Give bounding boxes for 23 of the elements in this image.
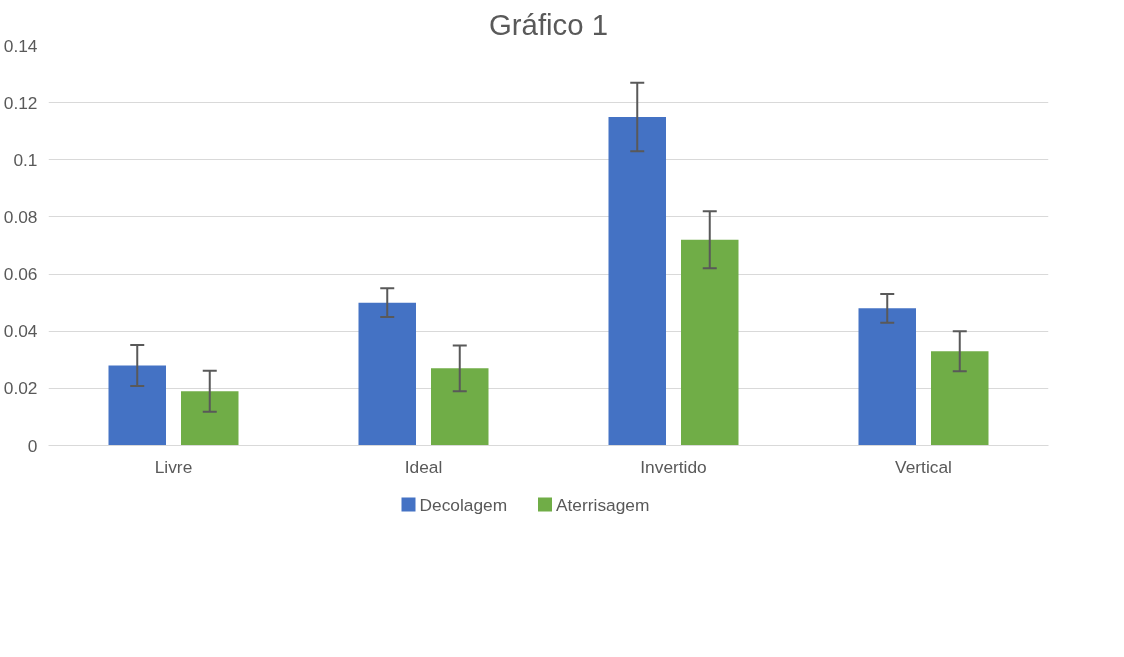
chart-title: Gráfico 1 <box>489 7 609 41</box>
bar <box>108 365 166 446</box>
x-tick-label: Invertido <box>640 456 707 477</box>
y-tick-label: 0.08 <box>3 206 38 227</box>
y-tick-label: 0.12 <box>3 92 38 113</box>
y-tick-label: 0.14 <box>3 35 38 56</box>
bar <box>681 239 739 446</box>
bar <box>608 116 666 446</box>
x-tick-label: Ideal <box>404 456 443 477</box>
y-tick-label: 0.02 <box>3 378 38 399</box>
x-tick-label: Vertical <box>895 456 952 477</box>
legend-label: Aterrisagem <box>556 494 650 515</box>
bar <box>931 351 989 446</box>
y-tick-label: 0.04 <box>3 321 38 342</box>
x-tick-label: Livre <box>154 456 193 477</box>
y-tick-label: 0 <box>27 435 38 456</box>
bar <box>358 302 416 446</box>
y-tick-label: 0.06 <box>3 264 38 285</box>
y-tick-label: 0.1 <box>13 149 38 170</box>
legend-label: Decolagem <box>419 494 508 515</box>
bar <box>181 391 239 446</box>
bar <box>431 368 489 446</box>
bar <box>858 308 916 446</box>
